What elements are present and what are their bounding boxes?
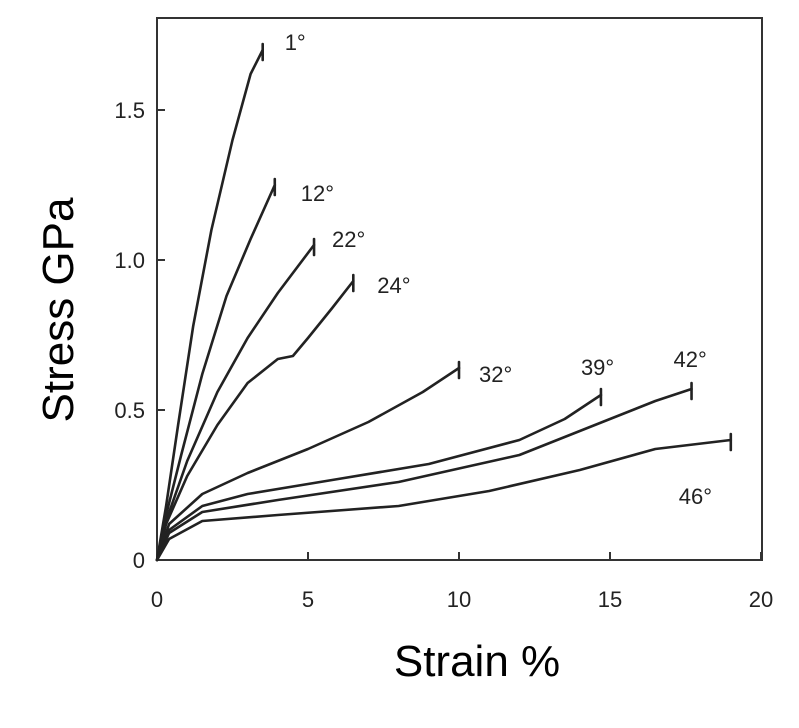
series-label: 39° bbox=[581, 355, 614, 380]
series-label: 24° bbox=[377, 273, 410, 298]
series-line bbox=[155, 387, 693, 562]
series-line bbox=[155, 393, 603, 562]
y-tick-label: 0.5 bbox=[114, 398, 145, 423]
x-axis-title: Strain % bbox=[394, 637, 560, 686]
series-line bbox=[155, 366, 461, 562]
x-tick-label: 15 bbox=[598, 587, 622, 612]
series-line bbox=[155, 279, 355, 562]
x-tick-label: 20 bbox=[749, 587, 773, 612]
y-tick-label: 0 bbox=[133, 548, 145, 573]
y-tick-label: 1.5 bbox=[114, 98, 145, 123]
y-axis-title: Stress GPa bbox=[34, 197, 83, 422]
series-label: 42° bbox=[674, 347, 707, 372]
series-label: 46° bbox=[679, 484, 712, 509]
series-line bbox=[155, 438, 733, 562]
series-line bbox=[155, 183, 277, 562]
series-label: 22° bbox=[332, 227, 365, 252]
x-tick-label: 10 bbox=[447, 587, 471, 612]
x-tick-label: 0 bbox=[151, 587, 163, 612]
series-label: 12° bbox=[301, 181, 334, 206]
x-tick-label: 5 bbox=[302, 587, 314, 612]
series-line bbox=[155, 48, 264, 562]
y-tick-label: 1.0 bbox=[114, 248, 145, 273]
plot-area-frame bbox=[156, 17, 763, 561]
series-label: 32° bbox=[479, 362, 512, 387]
series-label: 1° bbox=[285, 30, 306, 55]
